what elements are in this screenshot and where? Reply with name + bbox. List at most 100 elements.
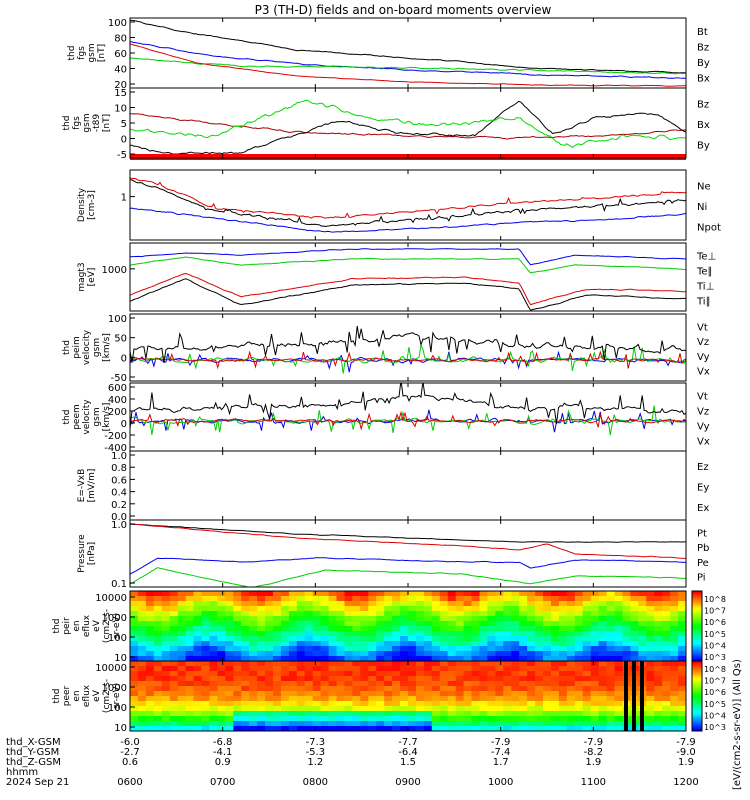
spec-cell	[217, 726, 226, 731]
spec-cell	[177, 616, 187, 622]
spec-cell	[201, 671, 210, 677]
spec-cell	[455, 621, 465, 627]
spec-cell	[177, 636, 187, 642]
spec-cell	[161, 676, 171, 682]
spec-cell	[614, 671, 623, 677]
spec-cell	[169, 601, 179, 607]
spec-cell	[328, 661, 338, 667]
spec-cell	[495, 716, 504, 722]
spec-cell	[566, 601, 576, 607]
spec-cell	[574, 686, 584, 692]
spec-cell	[384, 601, 393, 607]
spec-cell	[495, 706, 504, 712]
spec-cell	[217, 711, 226, 717]
spec-cell	[415, 611, 425, 617]
spec-cell	[280, 606, 290, 612]
time-row-value: -9.0	[676, 747, 696, 758]
spec-cell	[431, 641, 441, 647]
spec-cell	[360, 601, 369, 607]
spec-cell	[471, 701, 480, 707]
spec-cell	[352, 601, 361, 607]
spec-cell	[598, 636, 608, 642]
spec-cell	[336, 726, 345, 731]
spec-cell	[551, 726, 560, 731]
spec-cell	[177, 596, 187, 602]
spec-cell	[225, 711, 234, 717]
spec-cell	[654, 711, 663, 717]
spec-cell	[376, 636, 385, 642]
spec-cell	[535, 681, 544, 687]
spec-cell	[487, 646, 496, 652]
spec-cell	[606, 626, 616, 632]
spec-cell	[193, 591, 202, 597]
spec-cell	[431, 616, 441, 622]
spec-cell	[598, 696, 608, 702]
spec-cell	[646, 711, 655, 717]
colorbar-tick: 10^7	[704, 607, 726, 616]
spec-cell	[503, 701, 512, 707]
spec-cell	[137, 616, 147, 622]
spec-cell	[241, 611, 250, 617]
spec-cell	[662, 691, 671, 697]
spec-cell	[558, 656, 568, 661]
spec-cell	[344, 601, 353, 607]
spec-cell	[280, 601, 290, 607]
spec-cell	[471, 616, 480, 622]
spec-cell	[511, 716, 520, 722]
spec-cell	[169, 621, 179, 627]
y-tick-label: 1.0	[111, 451, 127, 462]
spec-cell	[670, 681, 679, 687]
spec-cell	[503, 686, 512, 692]
spec-cell	[551, 626, 560, 632]
spec-cell	[177, 646, 187, 652]
spec-cell	[360, 666, 369, 672]
spec-cell	[678, 616, 686, 622]
spec-cell	[606, 611, 616, 617]
spec-cell	[145, 691, 155, 697]
spec-cell	[439, 606, 449, 612]
spec-cell	[487, 686, 496, 692]
spec-cell	[225, 601, 234, 607]
spec-cell	[471, 711, 480, 717]
spec-cell	[320, 706, 330, 712]
colorbar-cell	[692, 675, 702, 678]
spec-cell	[598, 651, 608, 657]
spec-cell	[479, 706, 488, 712]
spec-cell	[241, 696, 250, 702]
spec-cell	[273, 641, 282, 647]
spec-cell	[193, 726, 202, 731]
spec-cell	[201, 681, 210, 687]
spec-cell	[193, 711, 202, 717]
spec-cell	[328, 596, 338, 602]
spec-cell	[177, 711, 187, 717]
spec-cell	[177, 701, 187, 707]
spec-cell	[447, 646, 457, 652]
spec-cell	[280, 696, 290, 702]
spec-cell	[408, 611, 417, 617]
spec-cell	[670, 626, 679, 632]
spec-cell	[606, 671, 616, 677]
colorbar-tick: 10^3	[704, 723, 726, 732]
spec-cell	[257, 641, 266, 647]
spec-cell	[233, 626, 242, 632]
spec-cell	[654, 651, 663, 657]
spec-cell	[408, 716, 417, 722]
spec-cell	[185, 656, 195, 661]
spec-cell	[606, 686, 616, 692]
spec-cell	[352, 706, 361, 712]
spec-cell	[360, 671, 369, 677]
spec-cell	[296, 621, 306, 627]
spec-cell	[471, 721, 480, 727]
spec-cell	[368, 691, 377, 697]
spec-cell	[360, 676, 369, 682]
spec-cell	[566, 641, 576, 647]
spec-cell	[558, 721, 568, 727]
spec-cell	[209, 661, 218, 667]
spec-cell	[384, 596, 393, 602]
spec-cell	[654, 606, 663, 612]
spec-cell	[400, 656, 409, 661]
spec-cell	[519, 601, 528, 607]
spec-cell	[209, 616, 218, 622]
